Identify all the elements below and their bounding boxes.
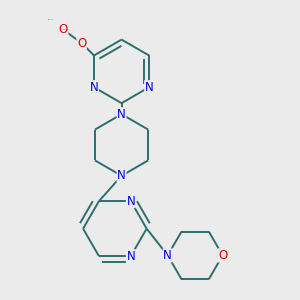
Text: N: N xyxy=(126,195,135,208)
Text: N: N xyxy=(117,108,126,121)
Text: O: O xyxy=(77,37,86,50)
Text: methoxy: methoxy xyxy=(48,18,54,20)
Text: N: N xyxy=(164,249,172,262)
Text: O: O xyxy=(58,23,68,36)
Text: N: N xyxy=(90,81,98,94)
Text: N: N xyxy=(145,81,154,94)
Text: O: O xyxy=(218,249,227,262)
Text: N: N xyxy=(126,250,135,263)
Text: methoxy: methoxy xyxy=(63,28,70,30)
Text: N: N xyxy=(117,169,126,182)
